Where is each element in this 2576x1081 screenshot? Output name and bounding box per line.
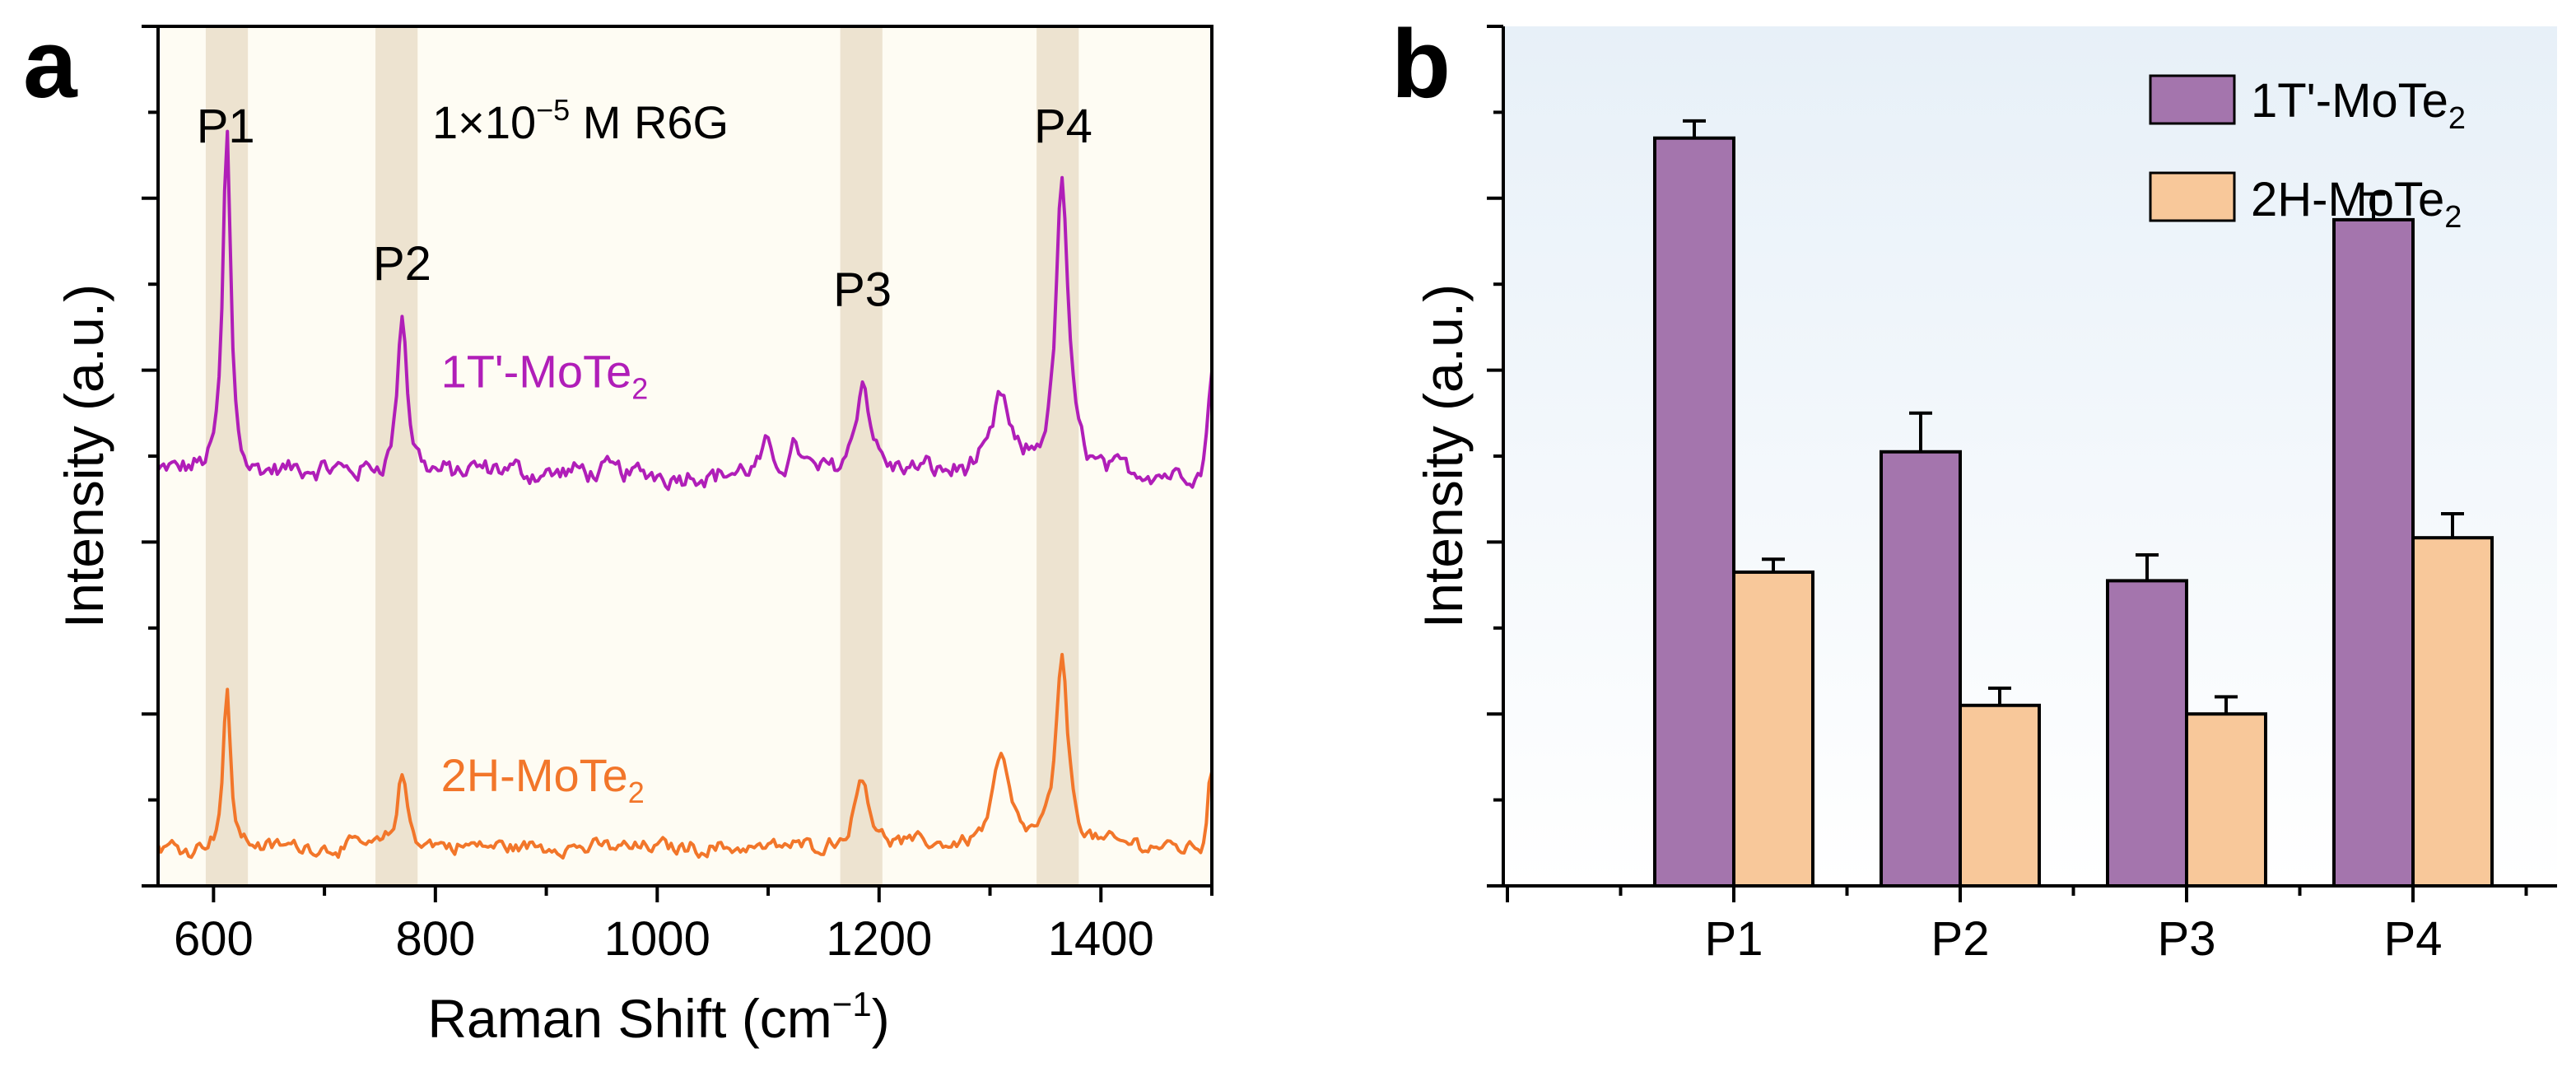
x-tick-labels: 600 800 1000 1200 1400 <box>174 912 1154 966</box>
x-tick-label: 1200 <box>826 912 932 966</box>
x-tick-label: 800 <box>395 912 475 966</box>
legend-swatch-2h-mote2 <box>2149 171 2236 222</box>
category-label-p3: P3 <box>2158 912 2216 966</box>
series-label-2h-mote2: 2H-MoTe2 <box>441 749 645 809</box>
category-label-p4: P4 <box>2384 912 2443 966</box>
peak-labels: P1 P2 P3 P4 <box>197 100 1092 316</box>
spectrum-line-1t-mote2 <box>156 129 1213 492</box>
bar-p1-2h-mote2 <box>1732 570 1814 888</box>
bar-p4-1t-mote2 <box>2332 217 2415 888</box>
spectra-lines <box>156 129 1213 860</box>
panel-a-plot-background <box>158 26 1212 886</box>
y-axis-label-a: Intensity (a.u.) <box>54 284 114 628</box>
bar-p1-1t-mote2 <box>1653 136 1735 888</box>
bar-p2-1t-mote2 <box>1880 450 1962 888</box>
panel-label-a: a <box>23 10 78 119</box>
bar-p4-2h-mote2 <box>2411 536 2494 888</box>
panel-a-raman-spectra: 600 800 1000 1200 1400 a 1×10−5 M R6G P1 P2 … <box>23 10 1213 1049</box>
y-ticks-a <box>142 25 158 888</box>
legend-label-1t-mote2: 1T'-MoTe2 <box>2251 74 2466 136</box>
bar-p3-2h-mote2 <box>2185 712 2267 888</box>
peak-label-p4: P4 <box>1034 100 1092 153</box>
category-label-p2: P2 <box>1931 912 1990 966</box>
panel-b-axes <box>1487 25 2557 902</box>
legend: 1T'-MoTe2 2H-MoTe2 <box>2149 74 2466 235</box>
x-tick-label: 1000 <box>604 912 710 966</box>
panel-b-bar-chart: P1 P2 P3 P4 b Intensity (a.u.) 1T'-MoTe2 2H… <box>1391 10 2557 966</box>
highlight-band-p4 <box>1036 26 1079 886</box>
category-label-p1: P1 <box>1705 912 1763 966</box>
highlight-band-p2 <box>375 26 418 886</box>
peak-label-p2: P2 <box>373 237 431 291</box>
x-ticks <box>212 886 1213 902</box>
legend-swatch-1t-mote2 <box>2149 74 2236 125</box>
category-labels: P1 P2 P3 P4 <box>1705 912 2443 966</box>
bar-p3-1t-mote2 <box>2106 579 2188 888</box>
spectrum-line-2h-mote2 <box>156 653 1213 860</box>
bar-p2-2h-mote2 <box>1959 703 2041 888</box>
x-tick-label: 1400 <box>1048 912 1154 966</box>
x-axis-label: Raman Shift (cm−1) <box>427 985 889 1049</box>
panel-label-b: b <box>1391 10 1451 119</box>
peak-label-p1: P1 <box>197 100 255 153</box>
concentration-title: 1×10−5 M R6G <box>432 93 729 148</box>
panel-a-axes <box>142 25 1213 902</box>
x-tick-label: 600 <box>174 912 254 966</box>
highlight-bands <box>205 26 1079 886</box>
series-label-1t-mote2: 1T'-MoTe2 <box>441 345 649 405</box>
y-axis-label-b: Intensity (a.u.) <box>1413 284 1474 628</box>
bar-groups <box>1653 119 2494 888</box>
peak-label-p3: P3 <box>833 263 892 316</box>
legend-label-2h-mote2: 2H-MoTe2 <box>2251 173 2462 235</box>
